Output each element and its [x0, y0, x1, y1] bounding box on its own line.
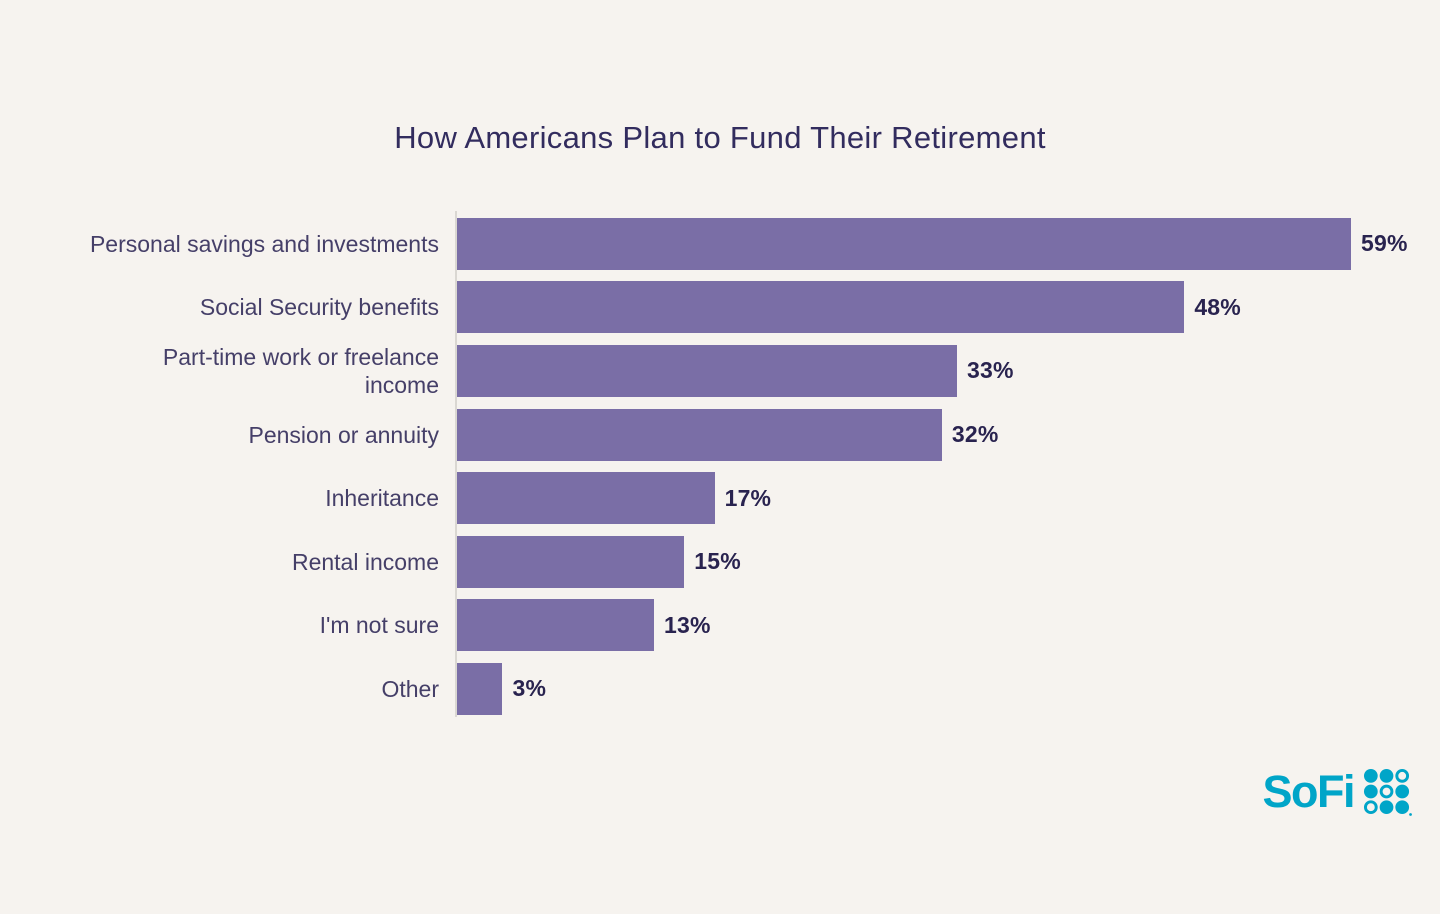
bar-row: Other 3% — [0, 657, 1440, 721]
bar — [457, 408, 942, 461]
sofi-logo-text: SoFi — [1262, 766, 1356, 817]
chart-title: How Americans Plan to Fund Their Retirem… — [394, 120, 1046, 155]
bar-track: 15% — [455, 535, 1440, 588]
bar-track: 48% — [455, 281, 1440, 334]
bar-row: Rental income 15% — [0, 530, 1440, 594]
bar-value: 59% — [1361, 230, 1408, 257]
bar-row: Social Security benefits 48% — [0, 276, 1440, 340]
bar-label: Part-time work or freelance income — [162, 343, 439, 398]
bar-label: Personal savings and investments — [89, 230, 439, 257]
bar-label: Inheritance — [325, 485, 439, 512]
bar-value: 32% — [951, 421, 999, 448]
bar-label: I'm not sure — [319, 612, 439, 639]
bar-label: Social Security benefits — [199, 294, 439, 321]
bar-label: Other — [381, 675, 439, 702]
bar-row: Inheritance 17% — [0, 466, 1440, 530]
bottom-edge — [0, 914, 1440, 918]
bar-track: 32% — [455, 408, 1440, 461]
bar-track: 3% — [455, 662, 1440, 715]
bar-rows: Personal savings and investments 59% Socia… — [0, 212, 1440, 721]
bar-row: Pension or annuity 32% — [0, 403, 1440, 467]
bar — [457, 344, 958, 397]
bar — [457, 662, 503, 715]
bar-track: 13% — [455, 599, 1440, 652]
bar — [457, 599, 654, 652]
registered-mark-dot — [1409, 812, 1412, 816]
bar-value: 3% — [512, 675, 547, 702]
bar-track: 33% — [455, 344, 1440, 397]
bar-track: 59% — [455, 217, 1440, 270]
bar-row: I'm not sure 13% — [0, 594, 1440, 658]
bar-value: 33% — [967, 357, 1014, 384]
sofi-dots-icon — [1363, 768, 1412, 816]
bar — [457, 472, 715, 525]
bar-track: 17% — [455, 472, 1440, 525]
sofi-logo: SoFi — [1263, 766, 1413, 818]
bar-label: Rental income — [291, 548, 439, 575]
bar — [457, 217, 1351, 270]
bar-value: 13% — [663, 611, 711, 638]
bar-value: 48% — [1194, 293, 1241, 320]
bar-chart: Personal savings and investments 59% Socia… — [0, 211, 1440, 721]
bar-value: 15% — [694, 548, 741, 575]
bar-row: Personal savings and investments 59% — [0, 212, 1440, 276]
bar-row: Part-time work or freelance income 33% — [0, 339, 1440, 403]
bar — [457, 535, 685, 588]
y-axis-line — [455, 211, 457, 717]
bar — [457, 281, 1185, 334]
bar-label: Pension or annuity — [248, 421, 439, 448]
bar-value: 17% — [724, 484, 772, 511]
